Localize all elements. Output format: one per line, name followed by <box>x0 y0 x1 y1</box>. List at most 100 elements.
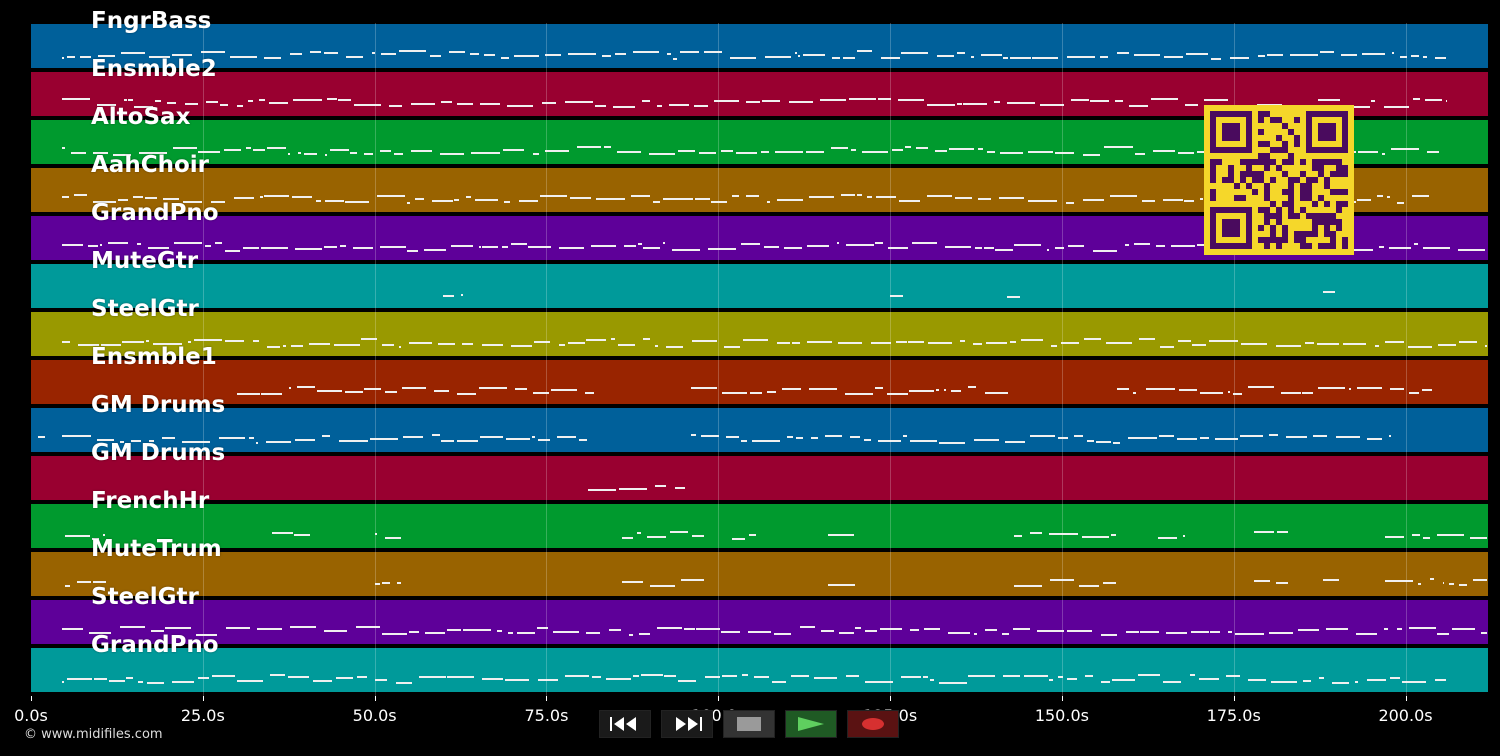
note-mark <box>230 56 258 58</box>
note-mark <box>61 628 84 630</box>
note-mark <box>840 194 856 196</box>
note-mark <box>763 246 779 248</box>
note-mark <box>752 440 780 442</box>
note-mark <box>1411 534 1420 536</box>
note-mark <box>618 488 647 490</box>
note-mark <box>398 50 426 52</box>
note-mark <box>760 151 770 153</box>
note-mark <box>1116 388 1130 390</box>
note-mark <box>963 103 988 105</box>
note-mark <box>1199 678 1220 680</box>
note-mark <box>1390 148 1420 150</box>
play-button[interactable] <box>785 710 837 738</box>
note-mark <box>1139 338 1155 340</box>
stop-button[interactable] <box>723 710 775 738</box>
note-mark <box>640 674 664 676</box>
note-mark <box>844 393 873 395</box>
note-mark <box>1112 679 1135 681</box>
note-mark <box>550 389 578 391</box>
qr-code[interactable] <box>1204 105 1354 255</box>
track-row[interactable] <box>31 311 1488 357</box>
note-mark <box>153 343 183 345</box>
note-mark <box>98 55 115 57</box>
note-mark <box>974 633 978 635</box>
note-mark <box>798 55 801 57</box>
note-mark <box>1357 199 1372 201</box>
note-mark <box>854 627 862 629</box>
note-mark <box>1367 679 1386 681</box>
track-label: Ensmble1 <box>91 344 217 370</box>
note-mark <box>382 344 394 346</box>
note-mark <box>748 534 756 536</box>
note-mark <box>77 344 99 346</box>
note-mark <box>443 295 455 297</box>
note-mark <box>1387 196 1391 198</box>
fast-forward-button[interactable] <box>661 710 713 738</box>
note-mark <box>197 677 210 679</box>
note-mark <box>622 581 643 583</box>
track-label: SteelGtr <box>91 296 199 322</box>
note-mark <box>677 680 697 682</box>
track-row[interactable] <box>31 359 1488 405</box>
note-mark <box>984 629 998 631</box>
track-row[interactable] <box>31 503 1488 549</box>
note-mark <box>773 633 791 635</box>
note-mark <box>374 583 381 585</box>
note-mark <box>977 148 983 150</box>
note-mark <box>1111 534 1116 536</box>
note-mark <box>736 152 758 154</box>
note-mark <box>655 485 666 487</box>
note-mark <box>1192 344 1207 346</box>
gridline <box>718 23 720 696</box>
note-mark <box>771 681 787 683</box>
record-button[interactable] <box>847 710 899 738</box>
note-mark <box>1385 341 1404 343</box>
note-mark <box>1225 675 1241 677</box>
note-mark <box>713 100 740 102</box>
note-mark <box>1186 53 1209 55</box>
note-mark <box>288 387 291 389</box>
note-mark <box>1409 392 1420 394</box>
note-mark <box>165 627 192 629</box>
note-mark <box>93 678 108 680</box>
note-mark <box>654 345 659 347</box>
note-mark <box>1234 633 1264 635</box>
track-row[interactable] <box>31 647 1488 693</box>
note-mark <box>880 57 901 59</box>
note-mark <box>936 55 955 57</box>
note-mark <box>219 104 228 106</box>
note-mark <box>357 676 367 678</box>
note-mark <box>649 585 676 587</box>
note-mark <box>323 52 338 54</box>
track-row[interactable] <box>31 407 1488 453</box>
note-mark <box>224 149 242 151</box>
note-mark <box>1469 537 1487 539</box>
note-mark <box>457 103 473 105</box>
note-mark <box>201 51 225 53</box>
note-mark <box>1082 154 1101 156</box>
track-row[interactable] <box>31 23 1488 69</box>
note-mark <box>1459 341 1477 343</box>
note-mark <box>980 54 1003 56</box>
note-mark <box>182 441 211 443</box>
note-mark <box>1233 393 1243 395</box>
rewind-button[interactable] <box>599 710 651 738</box>
note-mark <box>108 242 129 244</box>
note-mark <box>948 632 970 634</box>
note-mark <box>1037 630 1064 632</box>
note-mark <box>957 103 962 105</box>
note-mark <box>636 532 641 534</box>
note-mark <box>1396 202 1404 204</box>
gridline <box>546 23 548 696</box>
note-mark <box>76 581 91 583</box>
note-mark <box>388 105 403 107</box>
note-mark <box>109 680 125 682</box>
note-mark <box>236 680 264 682</box>
note-mark <box>1029 435 1055 437</box>
track-row[interactable] <box>31 599 1488 645</box>
track-row[interactable] <box>31 455 1488 501</box>
track-row[interactable] <box>31 263 1488 309</box>
note-mark <box>61 341 70 343</box>
note-mark <box>514 388 527 390</box>
track-row[interactable] <box>31 551 1488 597</box>
